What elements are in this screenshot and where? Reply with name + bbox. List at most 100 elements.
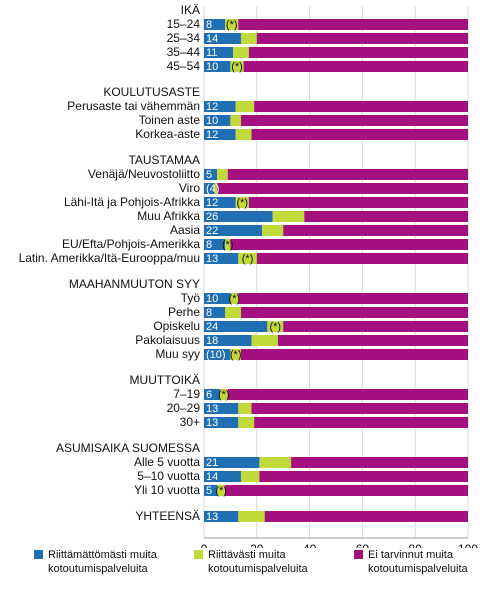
bar-segment: [243, 61, 468, 72]
bar-segment: [204, 253, 239, 264]
bar-segment: [230, 293, 239, 304]
data-label: 6: [206, 389, 212, 401]
flag-label: (*): [229, 293, 241, 305]
bar-segment: [204, 169, 218, 180]
flag-label: (*): [222, 239, 234, 251]
group-title: MUUTTOIKÄ: [130, 373, 200, 387]
category-label: Toinen aste: [139, 113, 201, 127]
bar-segment: [225, 19, 239, 30]
flag-label: (*): [215, 485, 227, 497]
data-label: 11: [206, 47, 217, 59]
bar-segment: [248, 197, 468, 208]
legend-label: Riittämättömästi muita kotoutumispalvelu…: [48, 549, 157, 575]
bar-segment: [204, 19, 226, 30]
flag-label: (*): [218, 389, 230, 401]
bar-segment: [204, 61, 231, 72]
data-label: 12: [206, 129, 218, 141]
x-tick-label: 80: [409, 542, 423, 548]
bar-segment: [238, 253, 257, 264]
category-label: 45–54: [167, 59, 201, 73]
bar-segment: [235, 129, 252, 140]
data-label: 8: [206, 307, 212, 319]
bar-segment: [230, 349, 241, 360]
bar-segment: [225, 485, 468, 496]
x-tick-label: 40: [303, 542, 317, 548]
bar-segment: [254, 101, 468, 112]
bar-segment: [204, 457, 260, 468]
bar-segment: [217, 169, 228, 180]
category-label: YHTEENSÄ: [135, 509, 200, 523]
bar-segment: [204, 417, 239, 428]
bar-segment: [204, 115, 231, 126]
flag-label: (*): [242, 253, 254, 265]
bar-segment: [227, 389, 468, 400]
bar-segment: [230, 115, 241, 126]
x-tick-label: 60: [356, 542, 370, 548]
legend-swatch: [34, 550, 43, 559]
bar-segment: [235, 101, 255, 112]
category-label: Muu Afrikka: [137, 209, 200, 223]
flag-label: (*): [226, 19, 238, 31]
bar-segment: [204, 197, 236, 208]
bar-segment: [256, 253, 468, 264]
bar-segment: [256, 33, 468, 44]
bar-segment: [219, 389, 228, 400]
bar-segment: [230, 61, 244, 72]
bar-segment: [235, 197, 249, 208]
bar-segment: [267, 321, 284, 332]
category-label: Muu syy: [155, 347, 200, 361]
bar-segment: [230, 239, 468, 250]
bar-segment: [254, 417, 468, 428]
legend-swatch: [194, 550, 203, 559]
flag-label: (*): [236, 197, 248, 209]
bar-segment: [240, 33, 257, 44]
data-label: 5: [206, 169, 212, 181]
bar-segment: [204, 129, 236, 140]
bar-segment: [240, 349, 468, 360]
category-label: Yli 10 vuotta: [134, 483, 200, 497]
data-label: 10: [206, 61, 218, 73]
category-label: Opiskelu: [153, 319, 200, 333]
group-title: MAAHANMUUTON SYY: [69, 277, 200, 291]
flag-label: (*): [231, 61, 243, 73]
bar-segment: [283, 225, 468, 236]
data-label: 12: [206, 197, 218, 209]
bar-segment: [204, 511, 239, 522]
category-label: 20–29: [167, 401, 201, 415]
bar-segment: [204, 389, 220, 400]
bar-segment: [251, 335, 278, 346]
bar-segment: [225, 307, 241, 318]
data-label: 10: [206, 293, 218, 305]
bar-segment: [304, 211, 468, 222]
bar-segment: [204, 307, 226, 318]
group-title: ASUMISAIKA SUOMESSA: [56, 441, 200, 455]
bar-segment: [204, 47, 234, 58]
category-label: Latin. Amerikka/Itä-Eurooppa/muu: [19, 251, 200, 265]
category-label: 35–44: [167, 45, 201, 59]
legend-label: Ei tarvinnut muita kotoutumispalveluita: [368, 549, 468, 575]
bar-segment: [204, 101, 236, 112]
bar-segment: [204, 485, 218, 496]
bar-segment: [204, 403, 239, 414]
bar-segment: [204, 293, 231, 304]
category-label: Lähi-Itä ja Pohjois-Afrikka: [64, 195, 200, 209]
x-tick-label: 100: [458, 542, 478, 548]
group-title: IKÄ: [181, 3, 200, 17]
bar-segment: [204, 239, 226, 250]
bar-segment: [217, 485, 226, 496]
bar-segment: [214, 183, 218, 194]
data-label: 8: [206, 19, 212, 31]
category-label: 15–24: [167, 17, 201, 31]
bars-layer: [204, 19, 468, 522]
data-label: (10): [206, 349, 226, 361]
data-label: 13: [206, 403, 218, 415]
data-label: 12: [206, 101, 218, 113]
data-label: 24: [206, 321, 218, 333]
bar-segment: [204, 349, 231, 360]
bar-segment: [251, 129, 468, 140]
bar-segment: [291, 457, 468, 468]
data-label: 10: [206, 115, 218, 127]
category-label: Viro: [179, 181, 200, 195]
category-label: Perhe: [168, 305, 200, 319]
